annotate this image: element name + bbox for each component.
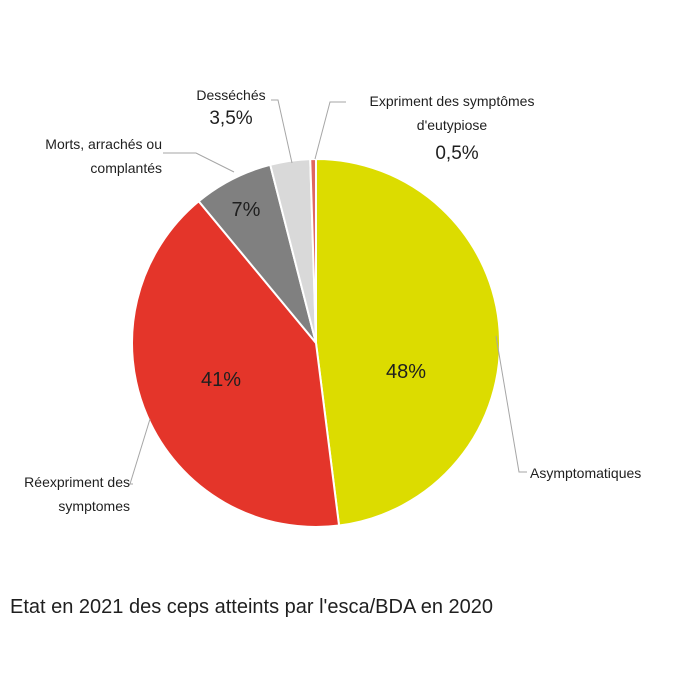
leader-line-morts xyxy=(163,152,235,173)
slice-label-morts: complantés xyxy=(90,160,162,176)
leader-line-desseches xyxy=(271,99,293,164)
leader-line-asymptomatiques xyxy=(495,335,527,473)
slice-value-reexpriment: 41% xyxy=(201,369,241,391)
leader-lines xyxy=(129,99,527,485)
pie-labels: Asymptomatiques 48% Réexpriment des symptom… xyxy=(24,87,641,514)
slice-asymptomatiques xyxy=(315,157,502,527)
slice-label-reexpriment: symptomes xyxy=(58,498,130,514)
slice-label-eutypiose: Expriment des symptômes xyxy=(370,93,535,109)
slice-value-morts: 7% xyxy=(232,199,261,221)
slice-reexpriment xyxy=(131,199,341,528)
slice-label-desseches: Desséchés xyxy=(196,87,265,103)
slice-label-reexpriment: Réexpriment des xyxy=(24,474,130,490)
leader-line-reexpriment xyxy=(129,418,151,485)
slice-value-eutypiose: 0,5% xyxy=(435,143,478,164)
chart-caption: Etat en 2021 des ceps atteints par l'esc… xyxy=(10,596,494,618)
slice-value-desseches: 3,5% xyxy=(209,108,252,129)
leader-line-eutypiose xyxy=(314,101,346,160)
slice-value-asymptomatiques: 48% xyxy=(386,361,426,383)
pie-slices xyxy=(131,157,502,528)
slice-label-asymptomatiques: Asymptomatiques xyxy=(530,465,641,481)
slice-label-eutypiose: d'eutypiose xyxy=(417,117,488,133)
slice-label-morts: Morts, arrachés ou xyxy=(45,136,162,152)
slice-eutypiose xyxy=(309,157,317,344)
